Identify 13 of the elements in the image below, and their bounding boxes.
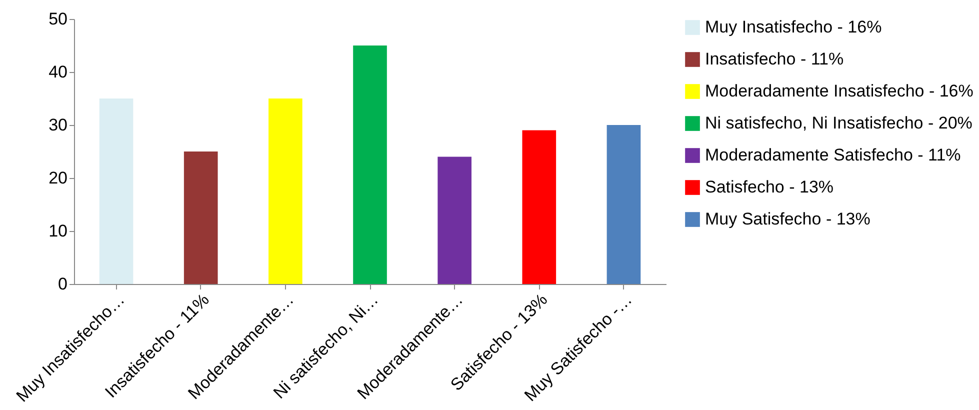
y-tick-label: 10 (48, 222, 68, 240)
legend-label: Satisfecho - 13% (705, 178, 834, 196)
y-tick-label: 30 (48, 116, 68, 134)
legend-label: Moderadamente Satisfecho - 11% (705, 146, 961, 164)
legend-label: Insatisfecho - 11% (705, 50, 844, 68)
legend-label: Moderadamente Insatisfecho - 16% (705, 82, 974, 100)
legend-label: Ni satisfecho, Ni Insatisfecho - 20% (705, 114, 972, 132)
legend-label: Muy Satisfecho - 13% (705, 210, 870, 228)
y-tick-label: 20 (48, 168, 68, 188)
y-tick-label: 40 (48, 62, 68, 82)
y-tick-label: 0 (58, 274, 68, 294)
legend-label: Muy Insatisfecho - 16% (705, 18, 882, 36)
y-tick-label: 50 (48, 10, 68, 28)
